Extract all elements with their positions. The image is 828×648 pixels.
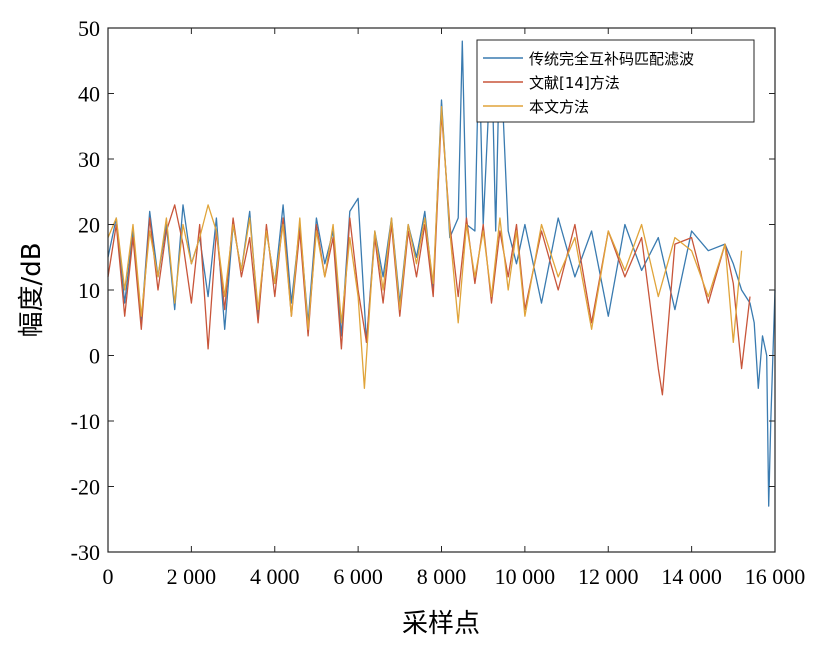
y-tick-label: 10	[78, 278, 100, 303]
series-layer	[107, 40, 776, 507]
y-tick-label: 20	[78, 213, 100, 238]
legend-box	[476, 39, 755, 123]
y-tick-label: 30	[78, 147, 100, 172]
series-line-1	[107, 40, 776, 507]
x-axis-ticks: 0 2 000 4 000 6 000 8 000 10 000 12 000 14 000 1…	[103, 28, 806, 589]
x-tick-label: 16 000	[745, 564, 806, 589]
x-tick-label: 12 000	[578, 564, 639, 589]
series-line-3	[107, 105, 743, 389]
legend-label-1: 传统完全互补码匹配滤波	[529, 50, 694, 68]
x-tick-label: 6 000	[333, 564, 383, 589]
legend-label-3: 本文方法	[529, 98, 589, 116]
y-tick-label: 50	[78, 16, 100, 41]
y-tick-label: -10	[71, 409, 100, 434]
x-tick-label: 2 000	[167, 564, 217, 589]
y-tick-label: -20	[71, 475, 100, 500]
x-tick-label: 0	[103, 564, 114, 589]
x-tick-label: 14 000	[661, 564, 722, 589]
y-axis-label: 幅度/dB	[17, 242, 47, 337]
y-tick-label: 0	[89, 344, 100, 369]
y-tick-label: 40	[78, 82, 100, 107]
x-tick-label: 8 000	[417, 564, 467, 589]
legend-label-2: 文献[14]方法	[529, 74, 620, 92]
x-tick-label: 4 000	[250, 564, 300, 589]
y-axis-ticks: -30 -20 -10 0 10 20 30 40 50	[71, 16, 775, 565]
x-axis-label: 采样点	[402, 609, 480, 639]
y-tick-label: -30	[71, 540, 100, 565]
x-tick-label: 10 000	[495, 564, 556, 589]
